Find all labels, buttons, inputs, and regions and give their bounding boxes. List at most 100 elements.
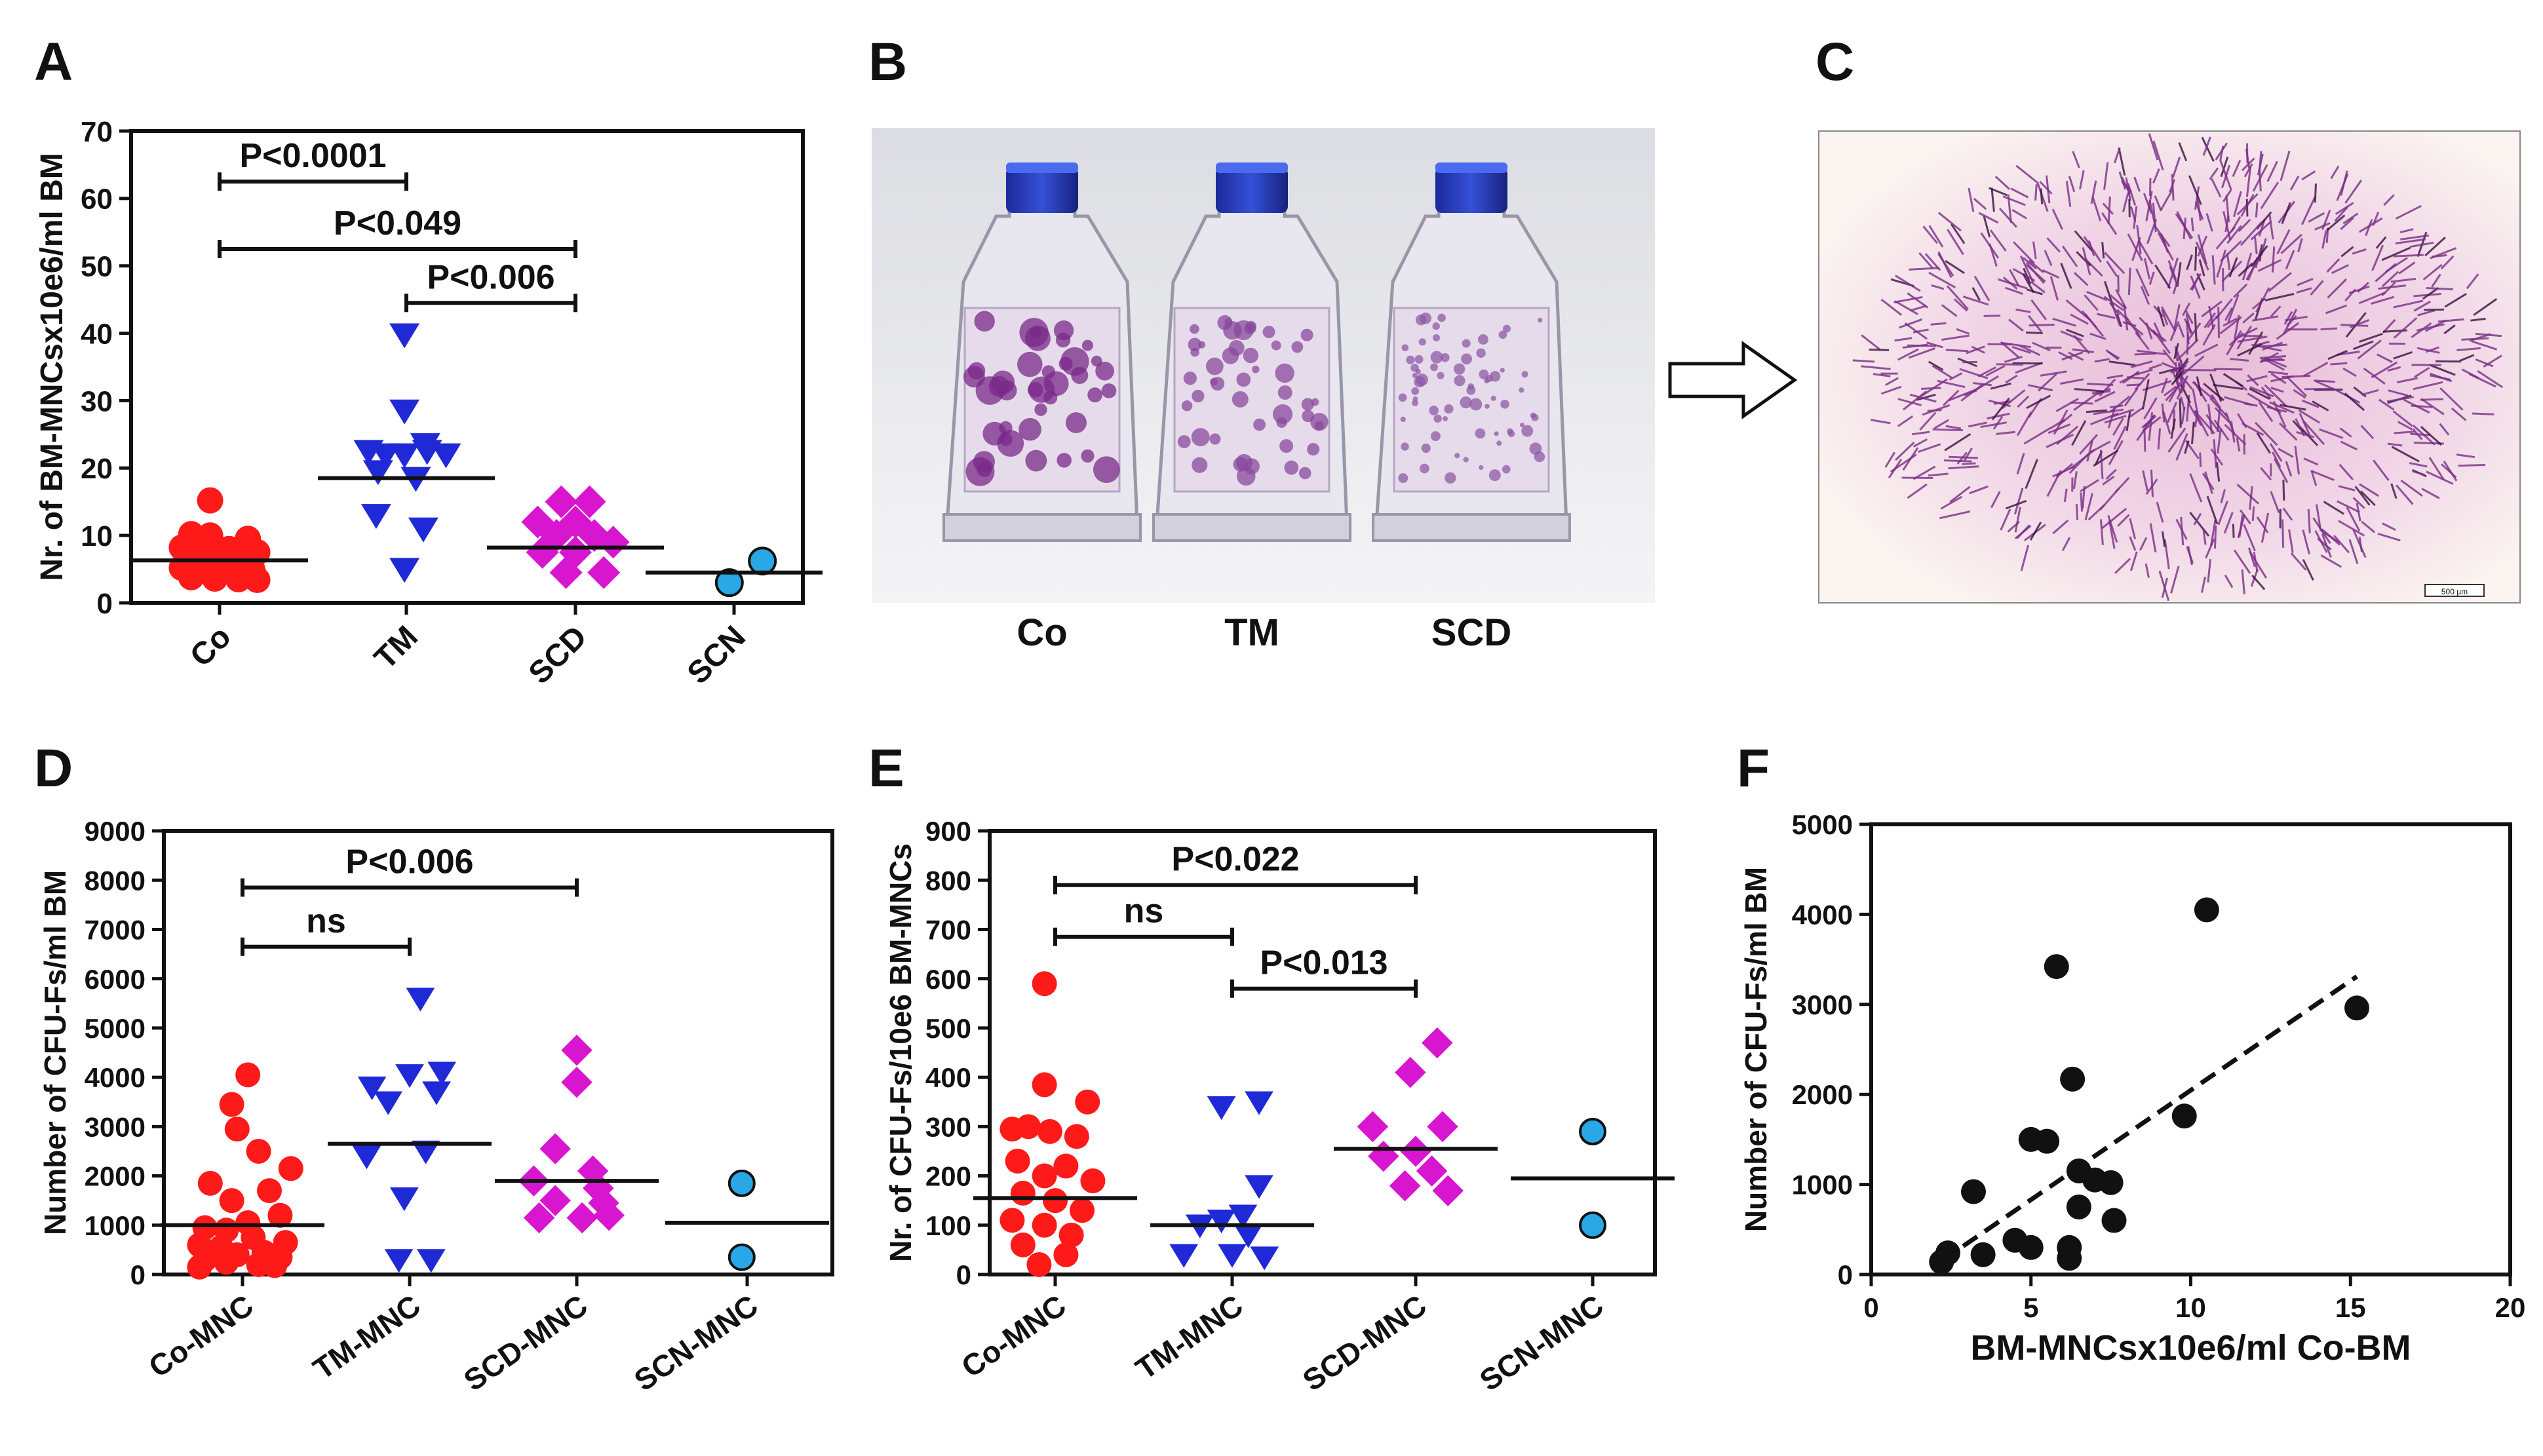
panel-letter-a: A <box>34 32 73 92</box>
data-point <box>362 460 393 486</box>
data-point <box>408 517 438 543</box>
cell <box>2456 347 2481 352</box>
cell <box>2080 492 2084 512</box>
cell <box>2030 299 2048 320</box>
data-point <box>2098 1170 2124 1195</box>
cell <box>1902 391 1928 411</box>
colony <box>1454 453 1460 459</box>
cell <box>2154 195 2162 212</box>
cell <box>2215 462 2221 482</box>
cell <box>2483 354 2502 368</box>
data-point <box>1032 1163 1057 1189</box>
cell <box>1977 366 1996 377</box>
cell <box>2106 374 2124 379</box>
data-point <box>1043 1188 1068 1214</box>
y-tick-label: 400 <box>925 1062 971 1093</box>
cell <box>2118 147 2126 176</box>
cell <box>2214 407 2230 423</box>
cell <box>2396 484 2414 505</box>
cell <box>2084 313 2105 337</box>
flask-label-co: Co <box>1017 611 1067 654</box>
cell <box>1971 287 1981 301</box>
data-point <box>411 1140 440 1164</box>
cell <box>2172 278 2179 294</box>
cell <box>2297 278 2314 286</box>
cell <box>2164 385 2177 396</box>
data-point <box>728 1169 756 1197</box>
data-point <box>2171 1103 2197 1129</box>
cell <box>2412 428 2423 440</box>
cell <box>2260 182 2280 210</box>
data-point <box>278 1156 303 1181</box>
cell <box>2039 181 2053 195</box>
cell <box>2223 512 2234 534</box>
colony <box>1314 421 1325 431</box>
colony <box>982 421 1007 446</box>
cell <box>2264 384 2287 407</box>
data-point <box>1416 1155 1448 1187</box>
y-tick-label: 20 <box>81 453 113 485</box>
cell <box>2097 313 2116 319</box>
cell <box>2281 375 2311 379</box>
y-tick-label: 40 <box>81 318 113 350</box>
cell <box>2383 194 2395 206</box>
cell <box>2217 429 2222 454</box>
cell <box>2394 431 2415 434</box>
p-value-label: P<0.013 <box>1260 944 1388 982</box>
cell <box>2061 351 2084 361</box>
colony <box>1432 322 1440 330</box>
cell <box>2152 140 2164 171</box>
cell <box>2105 469 2117 480</box>
cell <box>2011 209 2027 220</box>
cell <box>2336 173 2349 201</box>
cell <box>2048 423 2071 434</box>
cell <box>1994 176 2011 190</box>
y-tick-label: 1000 <box>1792 1170 1853 1200</box>
data-point <box>1961 1179 1986 1204</box>
cell <box>2178 142 2188 162</box>
cell <box>2375 263 2397 282</box>
plot-frame <box>162 829 834 1276</box>
cell <box>2015 164 2039 184</box>
cell <box>2117 514 2130 527</box>
cell <box>2421 488 2440 499</box>
cell <box>2211 178 2222 198</box>
culture-area <box>1393 307 1550 493</box>
data-point <box>384 1249 414 1273</box>
cell <box>1944 433 1971 451</box>
cell <box>2206 315 2219 328</box>
data-point <box>2194 897 2219 923</box>
cell <box>2342 212 2359 225</box>
cell <box>1964 448 1973 461</box>
cell <box>2108 360 2136 366</box>
colony <box>1488 469 1501 482</box>
cell <box>2005 374 2018 384</box>
cell <box>2282 309 2298 335</box>
cell <box>2270 305 2281 318</box>
cell <box>1988 399 2011 408</box>
cell <box>2245 166 2252 197</box>
cell <box>1945 349 1969 353</box>
cell <box>2058 351 2073 360</box>
cell <box>2470 318 2486 322</box>
cell <box>2248 547 2256 567</box>
cell <box>2129 551 2138 571</box>
cell <box>2282 507 2293 521</box>
cell <box>2424 237 2446 257</box>
cell <box>2326 258 2340 273</box>
colony <box>1476 348 1486 358</box>
colony <box>1416 374 1429 386</box>
colony <box>1181 400 1193 412</box>
colony <box>1437 313 1446 322</box>
cell <box>2290 552 2307 571</box>
y-tick-label: 900 <box>925 816 971 847</box>
cell <box>2428 457 2445 480</box>
cell <box>2157 306 2165 327</box>
colony <box>1519 387 1524 393</box>
cell <box>2189 512 2210 537</box>
data-point <box>523 1202 555 1234</box>
colony <box>1418 338 1426 346</box>
colony <box>1411 387 1420 395</box>
cell <box>2030 280 2046 294</box>
